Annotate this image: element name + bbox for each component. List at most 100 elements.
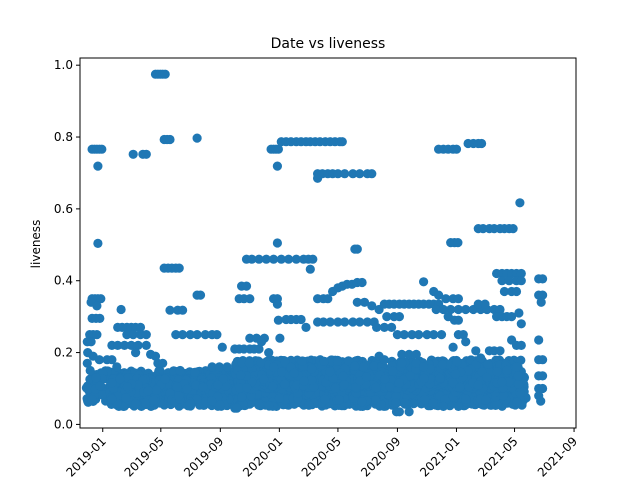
dense-point-1-1304 — [121, 393, 131, 403]
data-point-0-43 — [119, 340, 130, 350]
dense-point-0-1412 — [87, 395, 97, 405]
data-point-0-52 — [141, 149, 151, 159]
data-point-0-296 — [534, 335, 544, 345]
data-point-0-309 — [404, 407, 414, 417]
dense-point-1-1340 — [172, 382, 182, 392]
dense-point-1-1331 — [185, 399, 195, 409]
data-point-0-242 — [458, 330, 468, 340]
data-point-0-206 — [429, 330, 439, 340]
dense-point-2-831 — [369, 361, 379, 371]
dense-point-1-1217 — [400, 398, 410, 408]
dense-point-1-1299 — [391, 391, 401, 401]
dense-point-0-1375 — [169, 366, 179, 376]
data-point-0-24 — [82, 358, 92, 368]
data-point-0-71 — [178, 305, 188, 315]
data-point-0-31 — [113, 340, 123, 350]
dense-point-2-932 — [350, 361, 360, 371]
data-point-0-96 — [269, 254, 279, 264]
data-point-0-216 — [434, 290, 444, 300]
data-point-0-173 — [348, 317, 358, 327]
dense-point-1-1260 — [221, 381, 231, 391]
data-point-0-80 — [158, 358, 168, 368]
data-point-0-86 — [217, 342, 227, 352]
dense-point-1-1290 — [107, 378, 117, 388]
data-point-0-245 — [450, 369, 461, 379]
data-point-0-203 — [407, 330, 417, 340]
data-point-0-179 — [367, 301, 377, 311]
dense-point-2-811 — [483, 359, 493, 369]
dense-point-1-1364 — [107, 394, 117, 404]
dense-point-2-889 — [419, 373, 429, 383]
dense-point-2-860 — [259, 374, 269, 384]
data-point-0-83 — [207, 362, 217, 372]
data-point-0-280 — [499, 286, 509, 297]
data-point-0-158 — [323, 294, 333, 304]
dense-point-0-1436 — [95, 381, 105, 391]
dense-point-2-894 — [516, 355, 526, 365]
data-point-0-50 — [128, 149, 138, 159]
data-point-0-292 — [538, 274, 548, 284]
data-point-0-210 — [411, 349, 421, 359]
data-point-0-40 — [128, 330, 138, 340]
data-point-0-172 — [340, 317, 350, 327]
dense-point-1-1323 — [143, 386, 153, 396]
data-point-0-258 — [461, 337, 471, 347]
dense-point-2-891 — [361, 372, 372, 382]
data-point-0-75 — [192, 330, 202, 340]
data-point-0-144 — [333, 169, 343, 179]
dense-point-1-1315 — [115, 374, 125, 384]
dense-point-2-925 — [504, 377, 514, 387]
dense-point-2-945 — [236, 370, 246, 380]
dense-point-2-935 — [394, 378, 404, 388]
data-point-0-269 — [507, 312, 517, 322]
data-point-0-240 — [453, 315, 463, 325]
data-point-0-171 — [333, 317, 343, 327]
data-point-0-294 — [538, 290, 548, 300]
data-point-0-103 — [305, 264, 315, 274]
dense-point-2-815 — [256, 358, 266, 368]
dense-point-2-829 — [473, 380, 483, 390]
data-point-0-120 — [272, 238, 282, 248]
dense-point-1-1369 — [264, 401, 274, 411]
dense-point-2-927 — [513, 371, 523, 381]
data-point-0-178 — [359, 297, 370, 307]
data-point-0-94 — [254, 254, 264, 264]
dense-point-2-883 — [388, 366, 398, 376]
chart-title: Date vs liveness — [271, 36, 386, 52]
dense-point-1-1237 — [492, 400, 502, 410]
dense-point-2-776 — [268, 381, 278, 391]
dense-point-2-884 — [297, 356, 307, 366]
data-point-0-218 — [438, 304, 448, 315]
data-point-0-200 — [394, 312, 404, 322]
dense-point-2-939 — [289, 368, 299, 378]
data-point-0-28 — [107, 355, 117, 365]
data-point-0-119 — [272, 161, 282, 171]
y-tick-label-4: 0.8 — [54, 130, 73, 144]
y-tick-label-5: 1.0 — [54, 58, 73, 72]
data-point-0-227 — [441, 294, 451, 304]
data-point-0-91 — [245, 294, 255, 304]
data-point-0-47 — [131, 348, 141, 358]
data-points — [82, 69, 548, 417]
data-point-0-118 — [273, 144, 283, 154]
data-point-0-72 — [171, 330, 181, 340]
data-point-0-257 — [508, 224, 518, 234]
dense-point-1-1213 — [119, 401, 129, 411]
data-point-0-20 — [86, 337, 96, 347]
data-point-0-146 — [348, 169, 358, 179]
dense-point-1-1296 — [213, 380, 223, 390]
dense-point-1-1280 — [160, 374, 170, 384]
dense-point-1-1348 — [334, 394, 344, 405]
data-point-0-234 — [451, 144, 462, 154]
dense-point-2-872 — [448, 378, 458, 388]
data-point-0-208 — [397, 349, 407, 359]
dense-point-2-908 — [463, 366, 473, 376]
data-point-0-213 — [419, 362, 429, 372]
data-point-0-25 — [85, 365, 95, 376]
data-point-0-99 — [291, 254, 301, 264]
data-point-0-308 — [394, 407, 404, 417]
data-point-0-220 — [453, 304, 463, 315]
data-point-0-97 — [276, 254, 286, 264]
data-point-0-49 — [150, 351, 161, 361]
data-point-0-123 — [272, 299, 282, 309]
